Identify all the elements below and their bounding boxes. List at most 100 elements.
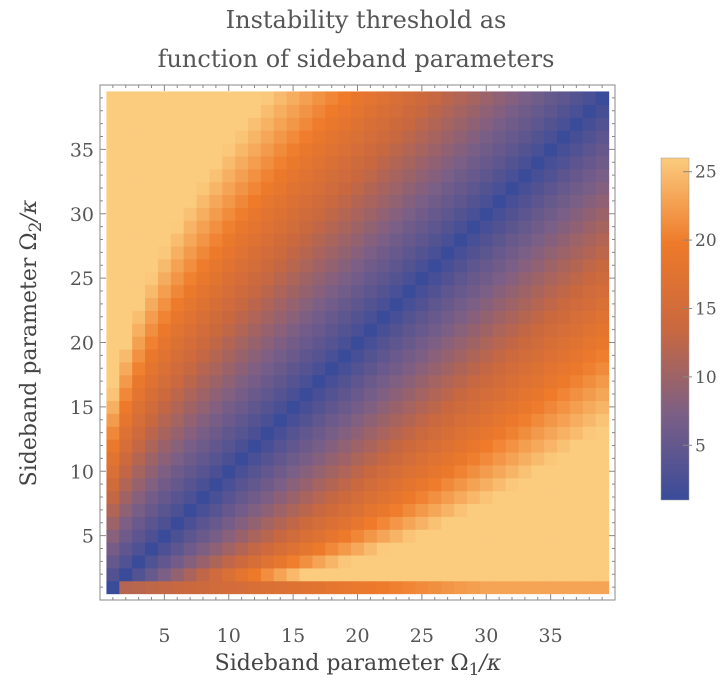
heatmap-cell [196,374,211,389]
heatmap-cell [351,284,365,299]
heatmap-cell [376,297,391,311]
colorbar-tick-label: 25 [695,163,717,183]
heatmap-cell [248,542,262,556]
heatmap-cell [466,451,481,466]
heatmap-cell [376,130,391,144]
heatmap-cell [415,554,429,569]
heatmap-cell [299,374,314,389]
heatmap-cell [505,91,520,105]
heatmap-cell [106,233,120,247]
heatmap-cell [582,477,597,492]
heatmap-cell [454,155,468,170]
heatmap-cell [260,91,275,105]
heatmap-cell [157,91,172,105]
heatmap-cell [222,400,236,414]
heatmap-cell [273,580,288,595]
heatmap-cell [209,155,223,170]
heatmap-cell [466,91,481,105]
heatmap-cell [157,477,172,492]
heatmap-cell [441,168,455,183]
heatmap-cell [402,155,417,170]
heatmap-cell [286,297,301,311]
heatmap-cell [183,516,198,530]
heatmap-cell [312,91,326,105]
heatmap-cell [170,207,185,221]
heatmap-cell [222,516,236,530]
heatmap-cell [170,258,185,273]
heatmap-cell [389,130,404,144]
heatmap-cell [454,503,468,517]
heatmap-cell [389,529,404,543]
heatmap-cell [492,451,507,466]
heatmap-cell [428,554,442,569]
heatmap-cell [170,284,185,299]
x-tick-label: 25 [410,625,434,647]
heatmap-cell [363,220,378,234]
heatmap-cell [376,426,391,440]
heatmap-cell [273,490,288,505]
heatmap-cell [402,181,417,196]
heatmap-cell [260,542,275,556]
heatmap-cell [376,155,391,170]
heatmap-cell [286,91,301,105]
heatmap-cell [106,104,120,118]
heatmap-cell [299,104,314,118]
heatmap-cell [299,464,314,479]
heatmap-cell [415,361,429,376]
heatmap-cell [209,567,223,582]
heatmap-cell [119,233,133,247]
heatmap-cell [557,503,571,517]
heatmap-cell [466,155,481,170]
heatmap-cell [544,284,558,299]
heatmap-cell [132,490,146,505]
heatmap-cell [492,490,507,505]
heatmap-cell [222,387,236,402]
heatmap-cell [389,413,404,427]
heatmap-cell [248,580,262,595]
heatmap-cell [389,284,404,299]
heatmap-cell [454,567,468,582]
heatmap-cell [466,220,481,234]
heatmap-cell [518,117,532,131]
heatmap-cell [106,554,120,569]
heatmap-cell [248,516,262,530]
heatmap-cell [183,361,198,376]
heatmap-cell [544,451,558,466]
y-axis-label: Sideband parameter Ω2/κ [17,199,46,486]
heatmap-cell [389,387,404,402]
heatmap-cell [376,451,391,466]
heatmap-cell [312,567,326,582]
heatmap-cell [170,426,185,440]
heatmap-cell [441,554,455,569]
heatmap-cell [145,271,159,286]
heatmap-cell [183,374,198,389]
heatmap-cell [145,297,159,311]
heatmap-cell [466,323,481,337]
heatmap-cell [183,348,198,363]
heatmap-cell [582,181,597,196]
heatmap-cell [466,142,481,157]
heatmap-cell [492,400,507,414]
heatmap-cell [170,297,185,311]
heatmap-cell [338,284,352,299]
heatmap-cell [518,155,532,170]
heatmap-cell [518,323,532,337]
heatmap-cell [363,503,378,517]
heatmap-cell [338,233,352,247]
heatmap-cell [595,271,610,286]
heatmap-cell [260,181,275,196]
x-tick-label: 10 [217,625,241,647]
heatmap-cell [363,142,378,157]
heatmap-cell [441,142,455,157]
heatmap-cell [132,529,146,543]
heatmap-cell [286,477,301,492]
heatmap-cell [531,567,545,582]
heatmap-cell [145,181,159,196]
heatmap-cell [170,516,185,530]
heatmap-cell [106,361,120,376]
heatmap-cell [273,194,288,208]
heatmap-cell [299,207,314,221]
heatmap-cell [441,155,455,170]
heatmap-cell [428,310,442,324]
heatmap-cell [119,451,133,466]
